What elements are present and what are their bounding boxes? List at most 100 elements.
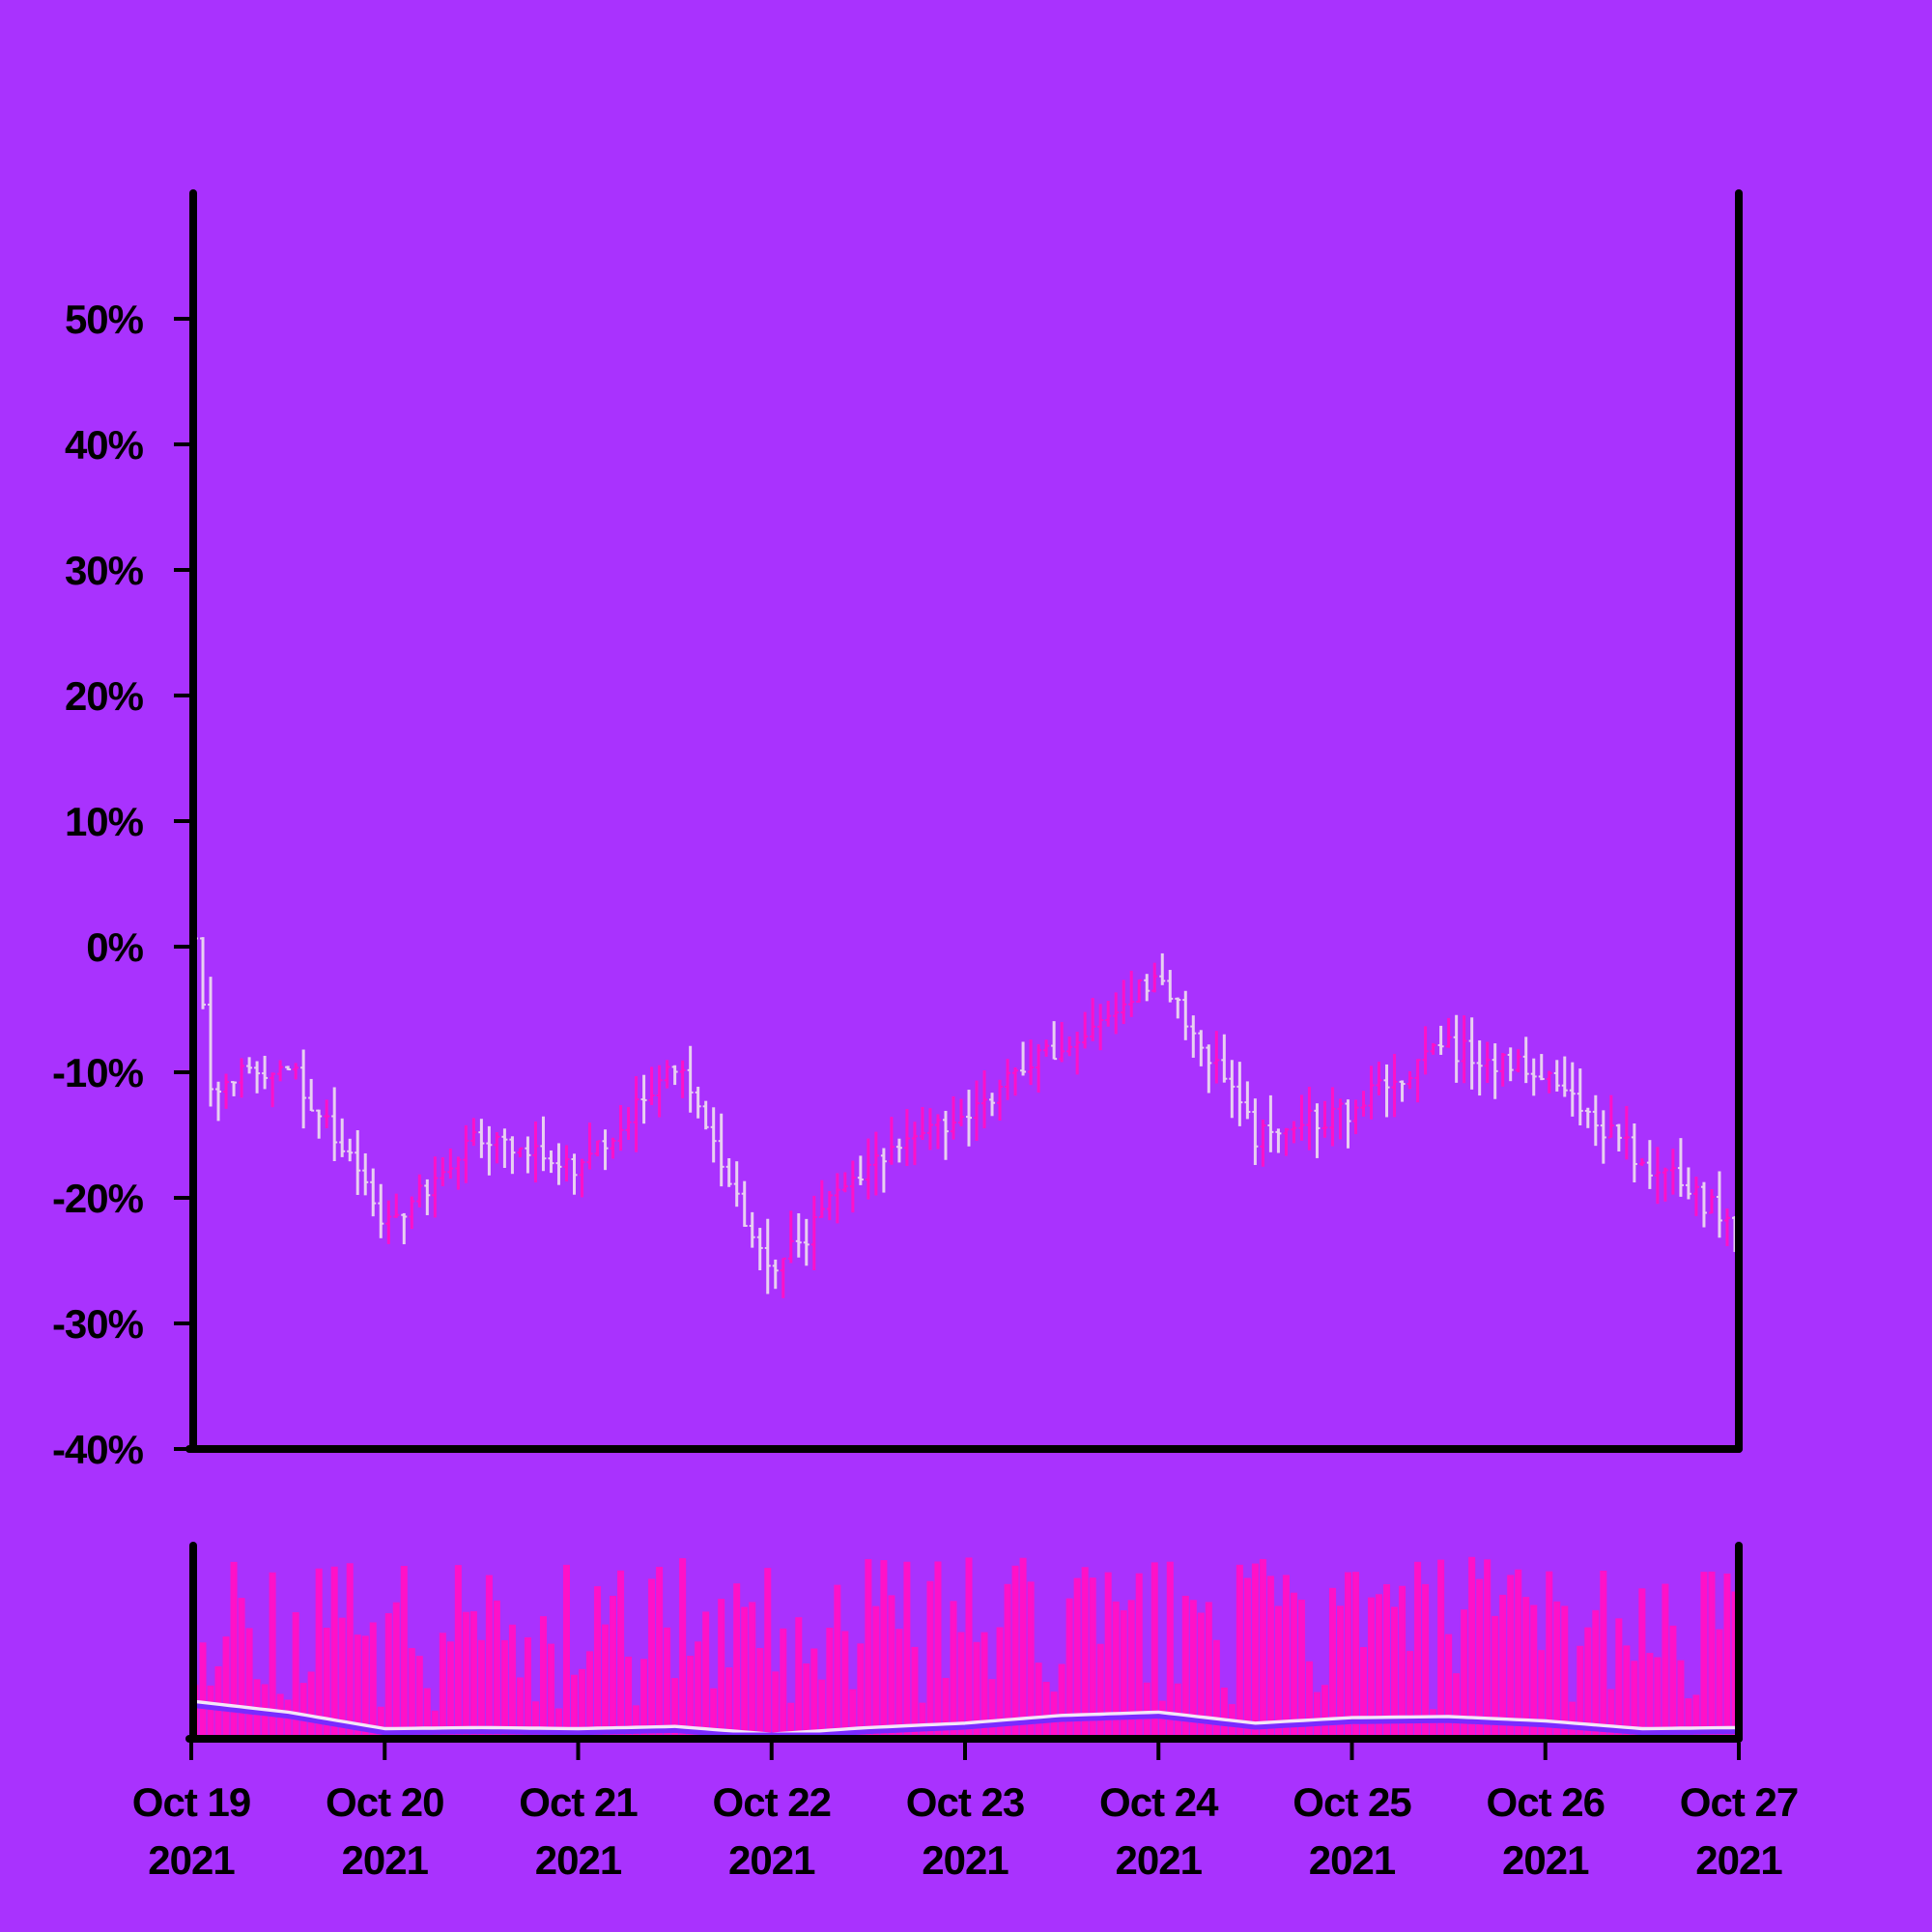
ohlc-bar <box>239 1058 245 1098</box>
volume-bar <box>1104 1572 1112 1739</box>
ohlc-bar <box>1406 1070 1413 1090</box>
x-tick-label-date: Oct 21 <box>519 1779 638 1825</box>
volume-bar <box>1731 1591 1739 1739</box>
volume-bar <box>1499 1594 1507 1739</box>
ohlc-bar <box>1530 1058 1537 1096</box>
volume-bar <box>1181 1595 1189 1739</box>
volume-bar <box>1700 1572 1708 1739</box>
volume-panel-frame <box>185 1542 1743 1743</box>
ohlc-bar <box>834 1173 840 1224</box>
x-tick-label-date: Oct 26 <box>1487 1779 1605 1825</box>
y-tick-label: 20% <box>65 673 144 719</box>
ohlc-bar <box>1337 1098 1344 1140</box>
ohlc-bar <box>648 1066 655 1105</box>
volume-bar <box>539 1616 547 1739</box>
ohlc-bar <box>1190 1015 1197 1058</box>
volume-bar <box>423 1688 431 1739</box>
ohlc-bar <box>818 1179 825 1218</box>
volume-moving-averages <box>190 1699 1740 1738</box>
volume-bar <box>586 1651 594 1739</box>
volume-bar <box>988 1679 996 1739</box>
ohlc-bar <box>1615 1123 1622 1151</box>
ohlc-bar <box>401 1212 408 1245</box>
volume-bar <box>454 1565 462 1739</box>
volume-bar <box>625 1656 633 1739</box>
ohlc-bar <box>1492 1043 1498 1099</box>
volume-bar <box>338 1617 346 1739</box>
ohlc-bar <box>463 1124 469 1183</box>
volume-bar <box>996 1627 1004 1739</box>
volume-bar <box>1406 1651 1414 1739</box>
volume-bar <box>687 1655 695 1739</box>
volume-bar <box>810 1648 818 1739</box>
ohlc-bar <box>285 1065 292 1071</box>
y-tick-label: -20% <box>52 1176 144 1221</box>
ohlc-bar <box>679 1060 686 1098</box>
ohlc-bar <box>1036 1043 1042 1093</box>
volume-bar <box>718 1599 725 1739</box>
volume-bar <box>795 1617 803 1739</box>
volume-bar <box>1236 1564 1243 1739</box>
ohlc-bar <box>1066 1036 1073 1057</box>
y-tick-label: 10% <box>65 799 144 844</box>
volume-bar <box>1313 1691 1321 1739</box>
volume-bar <box>384 1613 392 1739</box>
x-tick-label-year: 2021 <box>148 1837 235 1883</box>
ohlc-bar <box>1461 1015 1467 1084</box>
ohlc-bar <box>393 1193 400 1218</box>
ohlc-bar <box>633 1075 639 1152</box>
ohlc-bar <box>849 1160 856 1213</box>
volume-bar <box>633 1705 640 1739</box>
volume-bar <box>617 1570 625 1739</box>
ohlc-bar <box>1074 1032 1081 1075</box>
volume-bar <box>1600 1570 1607 1739</box>
volume-bar <box>1143 1682 1151 1739</box>
volume-bar <box>1515 1569 1522 1739</box>
x-tick-label-date: Oct 25 <box>1293 1779 1411 1825</box>
ohlc-bar <box>1267 1094 1274 1152</box>
ohlc-bar <box>1291 1121 1297 1144</box>
ohlc-bar <box>532 1121 539 1183</box>
ohlc-bar <box>494 1132 500 1164</box>
ohlc-bar <box>254 1061 261 1094</box>
volume-panel <box>185 1542 1743 1743</box>
volume-bar <box>1352 1572 1360 1739</box>
x-tick-label-date: Oct 23 <box>906 1779 1024 1825</box>
volume-bar <box>1445 1634 1453 1739</box>
volume-bar <box>1266 1576 1274 1739</box>
ohlc-bar <box>1692 1177 1699 1216</box>
volume-bar <box>1127 1600 1135 1739</box>
volume-bar <box>238 1598 245 1739</box>
ohlc-bar <box>997 1079 1004 1122</box>
ohlc-bar <box>1298 1094 1305 1141</box>
ohlc-bar <box>1422 1026 1429 1075</box>
ohlc-bar <box>710 1107 717 1163</box>
volume-bar <box>415 1656 423 1739</box>
ohlc-bar <box>1515 1049 1521 1073</box>
ohlc-bar <box>966 1090 973 1147</box>
ohlc-bar <box>872 1131 879 1196</box>
volume-bars <box>191 1556 1739 1739</box>
y-tick-label: 50% <box>65 297 144 342</box>
volume-bar <box>1592 1609 1600 1739</box>
volume-bar <box>857 1643 865 1739</box>
volume-bar <box>315 1568 323 1739</box>
ohlc-bar <box>1522 1037 1529 1084</box>
volume-bar <box>841 1631 849 1739</box>
ohlc-bar <box>478 1119 485 1158</box>
ohlc-bar <box>424 1179 431 1215</box>
ohlc-bar <box>200 937 207 1009</box>
ohlc-bar <box>1638 1158 1645 1166</box>
x-tick-label-year: 2021 <box>1502 1837 1589 1883</box>
volume-bar <box>1399 1585 1406 1739</box>
ohlc-bar <box>563 1145 570 1182</box>
ohlc-bar <box>555 1143 562 1185</box>
volume-bar <box>764 1568 772 1739</box>
volume-bar <box>679 1558 687 1739</box>
ohlc-bar <box>440 1157 446 1187</box>
ohlc-bar <box>1020 1041 1027 1076</box>
ohlc-bar <box>1352 1099 1359 1135</box>
volume-bar <box>1328 1587 1336 1739</box>
volume-bar <box>369 1622 377 1739</box>
volume-bar <box>554 1708 562 1739</box>
